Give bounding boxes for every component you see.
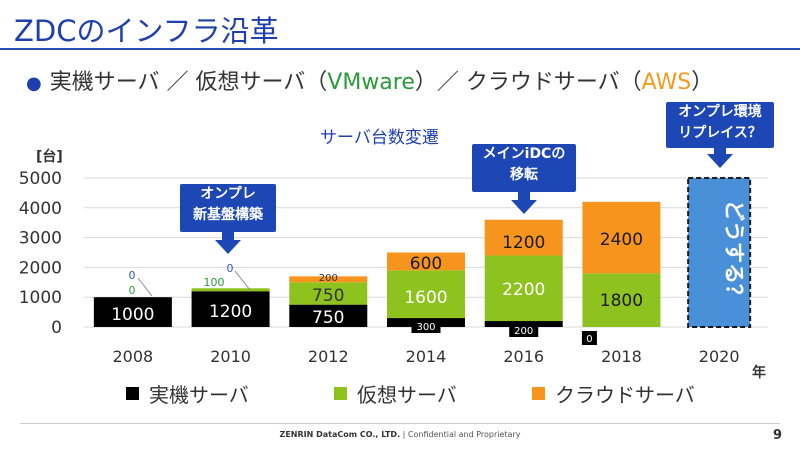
legend-label-cloud: クラウドサーバ (555, 382, 695, 407)
callout-2010-arrow-icon (215, 240, 241, 254)
bar-cloud-2014 (387, 252, 465, 271)
y-tick-label-0: 0 (51, 318, 62, 338)
slide-title: ZDCのインフラ沿革 (14, 14, 279, 48)
bar-physical-2010 (191, 291, 270, 327)
bullet-text-post: ） (691, 70, 714, 95)
legend-label-virtual: 仮想サーバ (357, 382, 457, 407)
label-2010-physical: 1200 (209, 302, 252, 322)
bar-physical-2008 (93, 297, 172, 327)
callout-2020-stem (714, 148, 726, 154)
label-2012-physical: 750 (312, 308, 344, 328)
label-2014-physical-bg (411, 319, 441, 333)
callout-2010: オンプレ 新基盤構築 (180, 184, 276, 254)
x-tick-label-2014: 2014 (406, 347, 447, 366)
x-tick-label-2016: 2016 (503, 347, 544, 366)
label-2016-physical-bg (509, 323, 539, 337)
label-2012-virtual: 750 (312, 286, 344, 306)
callout-2010-stem (222, 232, 234, 240)
bar-cloud-2018 (582, 201, 661, 274)
y-tick-label-3000: 3000 (19, 229, 62, 249)
leader-2008 (137, 277, 153, 297)
bar-virtual-2014 (387, 270, 465, 319)
label-2018-physical-bg (581, 331, 597, 345)
y-tick-label-2000: 2000 (19, 258, 62, 278)
legend-item-cloud: クラウドサーバ (532, 380, 695, 407)
chart-title: サーバ台数変遷 (320, 128, 439, 148)
bar-cloud-2012 (289, 276, 368, 283)
x-tick-label-2010: 2010 (210, 347, 251, 366)
legend-swatch-cloud (532, 386, 545, 400)
title-divider (0, 48, 800, 50)
callout-2010-line1: オンプレ (200, 186, 256, 202)
footer: ZENRIN DataCom CO., LTD. | Confidential … (0, 430, 800, 439)
label-2016-physical: 200 (514, 326, 533, 337)
callout-2010-line2: 新基盤構築 (193, 207, 263, 223)
label-2018-physical: 0 (586, 334, 592, 345)
legend-item-physical: 実機サーバ (126, 380, 249, 407)
y-tick-label-5000: 5000 (19, 169, 62, 189)
callout-2016: メインiDCの 移転 (472, 144, 576, 214)
y-axis-unit-label: [台] (36, 149, 63, 165)
label-2018-virtual: 1800 (600, 291, 643, 311)
label-2008-cloud: 0 (129, 269, 136, 282)
x-tick-label-2012: 2012 (308, 347, 349, 366)
bar-physical-2012 (289, 304, 368, 327)
y-tick-label-4000: 4000 (19, 199, 62, 219)
callout-2016-arrow-icon (511, 200, 537, 214)
bar-virtual-2018 (582, 273, 661, 327)
footer-separator: | (402, 430, 406, 439)
bullet-text-aws: AWS (641, 70, 692, 95)
callout-2016-line1: メインiDCの (482, 146, 566, 162)
label-2016-cloud: 1200 (502, 233, 545, 253)
label-2012-cloud: 200 (319, 273, 338, 284)
label-2008-virtual: 0 (129, 284, 136, 297)
footer-text: Confidential and Proprietary (407, 430, 521, 439)
bullet-line: ● 実機サーバ ／ 仮想サーバ（VMware）／ クラウドサーバ（AWS） (26, 64, 713, 96)
label-2014-physical: 300 (416, 322, 435, 333)
callout-2016-line2: 移転 (510, 167, 538, 183)
callout-2020: オンプレ環境 リプレイス？ (666, 102, 774, 168)
label-2014-cloud: 600 (410, 254, 442, 274)
callout-2016-stem (518, 192, 530, 200)
label-2010-cloud: 0 (227, 262, 234, 275)
page-number: 9 (772, 428, 782, 443)
legend-item-virtual: 仮想サーバ (334, 380, 457, 407)
bullet-text-mid: ）／ クラウドサーバ（ (414, 70, 642, 95)
callout-2020-line2: リプレイス？ (678, 125, 762, 141)
callout-2020-arrow-icon (707, 154, 733, 168)
legend-swatch-physical (126, 386, 139, 400)
x-axis-unit-label: 年 (752, 365, 766, 381)
placeholder-bar-label: どうする？ (722, 200, 746, 305)
x-tick-label-2020: 2020 (699, 347, 740, 366)
x-tick-label-2018: 2018 (601, 347, 642, 366)
label-2008-physical: 1000 (111, 305, 154, 325)
legend-swatch-virtual (334, 386, 347, 400)
bar-virtual-2016 (484, 255, 563, 322)
x-tick-label-2008: 2008 (112, 347, 153, 366)
label-2010-virtual: 100 (204, 276, 225, 289)
footer-divider (20, 423, 780, 424)
legend-label-physical: 実機サーバ (149, 382, 249, 407)
label-2016-virtual: 2200 (502, 280, 545, 300)
footer-company: ZENRIN DataCom CO., LTD. (279, 430, 401, 439)
leader-2010 (234, 270, 251, 291)
bar-cloud-2016 (484, 219, 563, 256)
label-2018-cloud: 2400 (600, 230, 643, 250)
bullet-text-pre: 実機サーバ ／ 仮想サーバ（ (49, 70, 328, 95)
y-tick-label-1000: 1000 (19, 288, 62, 308)
bullet-text-vmware: VMware (327, 70, 415, 95)
label-2014-virtual: 1600 (404, 288, 447, 308)
bullet-dot-icon: ● (26, 73, 42, 94)
bar-virtual-2012 (289, 282, 368, 305)
placeholder-bar-2020 (687, 177, 752, 328)
callout-2020-line1: オンプレ環境 (678, 104, 762, 120)
bar-virtual-2010 (191, 288, 270, 292)
